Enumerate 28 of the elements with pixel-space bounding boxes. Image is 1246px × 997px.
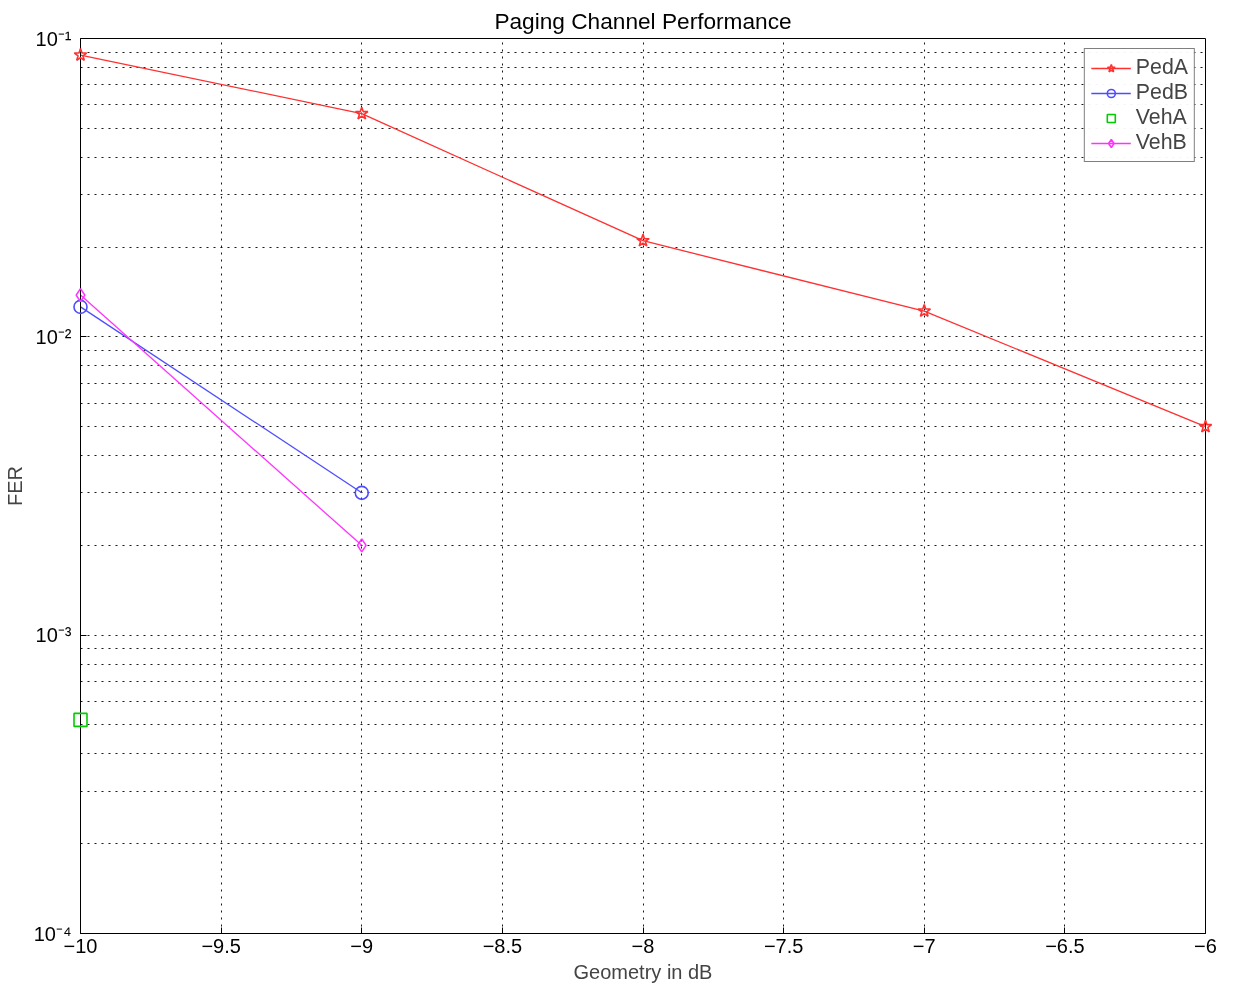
y-tick-label: 10⁻³ (35, 624, 72, 647)
x-tick-label: −9.5 (201, 934, 241, 957)
legend-label: PedB (1135, 80, 1188, 105)
x-tick-label: −6.5 (1045, 934, 1085, 957)
y-tick-label: 10⁻¹ (35, 27, 72, 50)
point (917, 303, 932, 318)
point (1198, 419, 1213, 433)
point (73, 712, 88, 728)
x-tick-label: −7 (912, 934, 936, 957)
y-tick-label: 10⁻⁴ (33, 922, 72, 945)
legend-label: PedA (1135, 55, 1188, 80)
point (73, 47, 88, 62)
point (73, 299, 88, 315)
x-axis-title: Geometry in dB (573, 960, 713, 983)
legend-label: VehB (1135, 130, 1187, 155)
x-tick-label: −8.5 (482, 934, 523, 957)
point (354, 485, 370, 501)
chart-title: Paging Channel Performance (494, 7, 792, 34)
point (354, 106, 369, 120)
x-tick-label: −7.5 (763, 934, 804, 957)
x-tick-label: −6 (1194, 934, 1217, 957)
point (356, 538, 367, 553)
point (636, 233, 650, 247)
x-tick-label: −9 (350, 934, 374, 957)
x-tick-label: −8 (631, 934, 655, 957)
legend-label: VehA (1135, 105, 1187, 130)
y-tick-label: 10⁻² (35, 325, 72, 348)
y-axis-title: FER (3, 466, 26, 506)
